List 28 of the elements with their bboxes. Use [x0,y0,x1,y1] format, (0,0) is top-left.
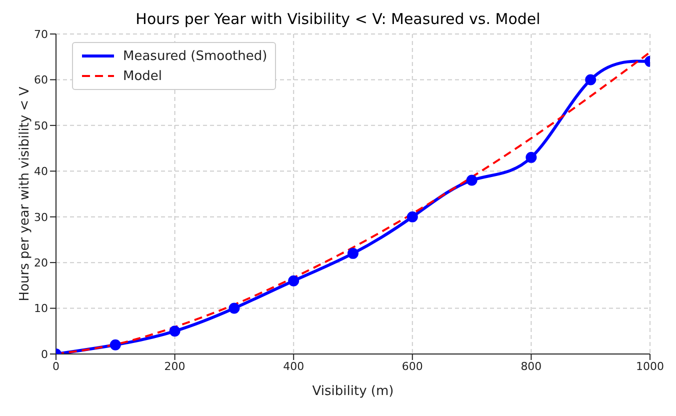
x-tick-label: 200 [164,360,186,373]
y-tick-label: 40 [34,165,48,178]
point [110,339,121,350]
point [348,248,358,259]
x-tick-label: 0 [52,360,60,373]
y-axis-title: Hours per year with visibility < V [18,86,33,302]
y-tick-label: 30 [34,210,48,224]
y-tick-label: 10 [34,302,48,316]
x-tick-label: 600 [402,360,423,373]
legend-label: Model [123,68,162,84]
y-tick-label: 20 [34,256,48,270]
x-tick-label: 400 [283,360,304,373]
x-axis-title: Visibility (m) [312,384,394,400]
point [406,211,418,222]
point [169,326,180,337]
y-tick-label: 0 [41,348,48,361]
y-tick-label: 60 [34,74,48,87]
point [526,152,537,163]
point [288,275,300,286]
chart-title: Hours per Year with Visibility < V: Measured vs. Model [134,10,542,28]
x-tick-label: 1000 [636,360,664,373]
y-tick-label: 70 [34,28,48,41]
y-tick-label: 50 [34,119,48,132]
point [466,174,478,186]
legend-label: Measured (Smoothed) [123,48,268,64]
x-tick-label: 800 [520,360,542,373]
point [228,302,240,314]
point [585,74,596,86]
